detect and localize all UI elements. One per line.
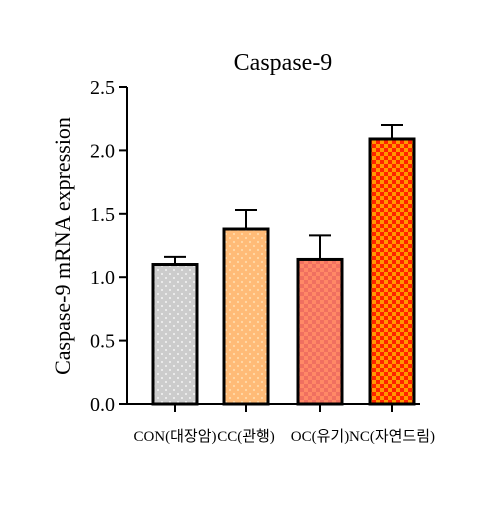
y-axis: 0.0 0.5 1.0 1.5 2.0 2.5: [90, 77, 128, 416]
y-tick-label: 2.0: [90, 140, 115, 162]
y-tick-label: 1.5: [90, 204, 115, 226]
x-category-label: NC(자연드림): [349, 428, 435, 445]
x-axis: CON(대장암) CC(관행) OC(유기) NC(자연드림): [126, 403, 435, 445]
y-tick-label: 1.0: [90, 267, 115, 289]
x-category-label: CON(대장암): [133, 428, 216, 445]
bar-2: [222, 227, 270, 406]
chart-title: Caspase-9: [234, 50, 333, 76]
y-tick-label: 0.5: [90, 331, 115, 353]
y-tick-label: 2.5: [90, 77, 115, 99]
bar-3: [296, 257, 344, 406]
y-tick-label: 0.0: [90, 394, 115, 416]
bars-group: [151, 124, 416, 406]
bar-4: [368, 137, 416, 406]
bar-1: [151, 263, 199, 406]
x-category-label: OC(유기): [291, 428, 349, 445]
y-axis-label: Caspase-9 mRNA expression: [50, 117, 75, 375]
x-category-label: CC(관행): [217, 428, 275, 445]
